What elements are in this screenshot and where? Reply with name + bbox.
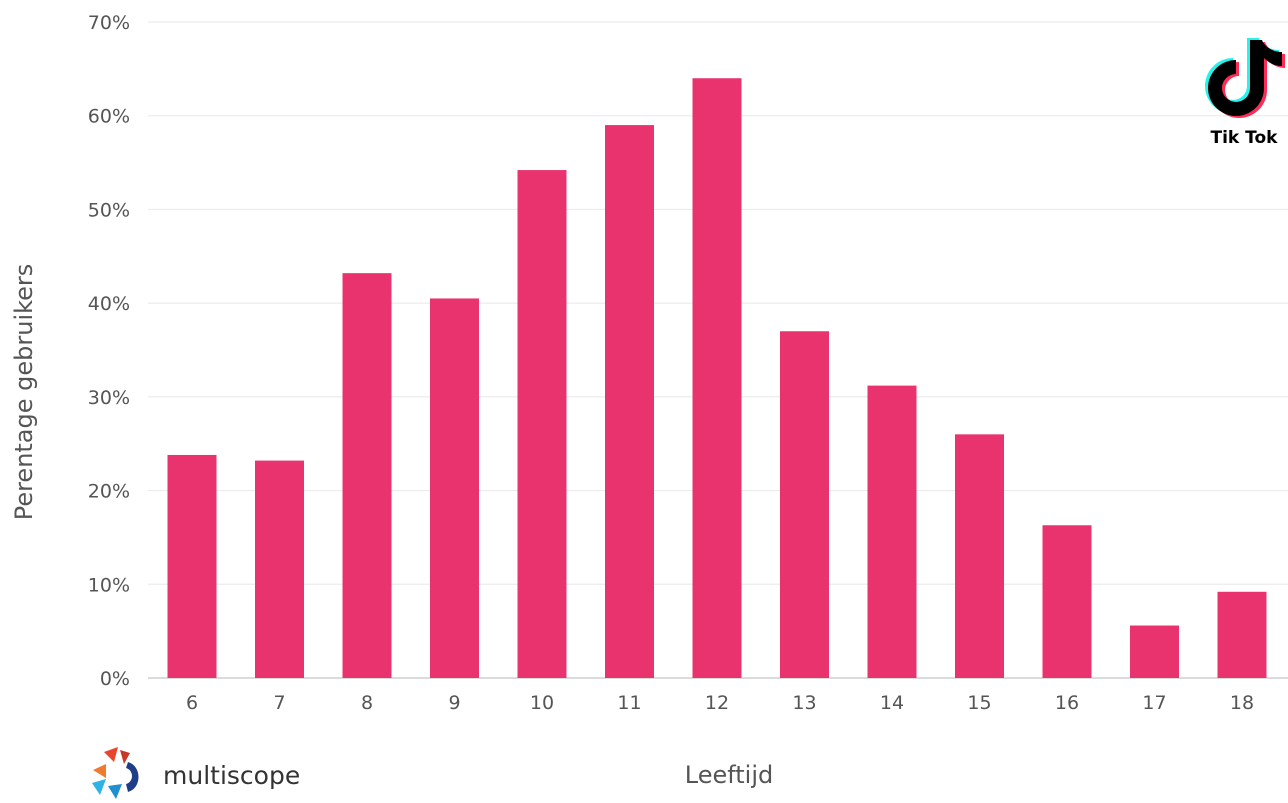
y-tick-label: 30%: [88, 387, 130, 409]
bar-age-10: [517, 170, 567, 678]
bar-age-13: [780, 331, 829, 678]
bar-age-17: [1130, 625, 1179, 678]
multiscope-wordmark: multiscope: [163, 761, 300, 790]
x-tick-label: 9: [448, 692, 460, 714]
bar-age-16: [1042, 525, 1092, 678]
x-axis-title: Leeftijd: [685, 761, 774, 789]
bar-age-12: [692, 78, 742, 678]
x-tick-label: 18: [1230, 692, 1254, 714]
bar-age-9: [430, 298, 479, 678]
x-tick-label: 14: [880, 692, 904, 714]
y-tick-label: 10%: [88, 574, 130, 596]
bar-age-15: [955, 434, 1004, 678]
x-tick-label: 16: [1055, 692, 1079, 714]
y-tick-label: 20%: [88, 481, 130, 503]
y-tick-label: 40%: [88, 293, 130, 315]
y-tick-label: 60%: [88, 106, 130, 128]
x-axis-tick-labels: 6 7 8 9 10 11 12 13 14 15 16 17 18: [186, 692, 1254, 714]
bars: [167, 78, 1267, 679]
x-tick-label: 6: [186, 692, 198, 714]
bar-age-18: [1217, 591, 1267, 678]
x-tick-label: 7: [273, 692, 285, 714]
y-axis-tick-labels: 0% 10% 20% 30% 40% 50% 60% 70%: [88, 12, 130, 690]
tiktok-label: Tik Tok: [1211, 128, 1279, 148]
x-tick-label: 12: [705, 692, 729, 714]
bar-age-11: [605, 125, 654, 679]
multiscope-logo-icon: [92, 747, 139, 799]
x-tick-label: 15: [967, 692, 991, 714]
y-tick-label: 70%: [88, 12, 130, 34]
bar-age-7: [255, 460, 304, 678]
y-tick-label: 50%: [88, 199, 130, 221]
multiscope-logo: multiscope: [92, 747, 300, 799]
y-axis-title: Perentage gebruikers: [10, 264, 38, 521]
x-tick-label: 8: [361, 692, 373, 714]
x-tick-label: 17: [1142, 692, 1166, 714]
bar-age-8: [342, 273, 392, 678]
bar-age-14: [867, 385, 917, 678]
x-tick-label: 10: [530, 692, 554, 714]
x-tick-label: 13: [792, 692, 816, 714]
y-tick-label: 0%: [100, 668, 130, 690]
tiktok-logo: Tik Tok: [1205, 38, 1285, 148]
tiktok-note-icon: [1205, 38, 1285, 118]
bar-age-6: [167, 454, 217, 678]
x-tick-label: 11: [617, 692, 641, 714]
